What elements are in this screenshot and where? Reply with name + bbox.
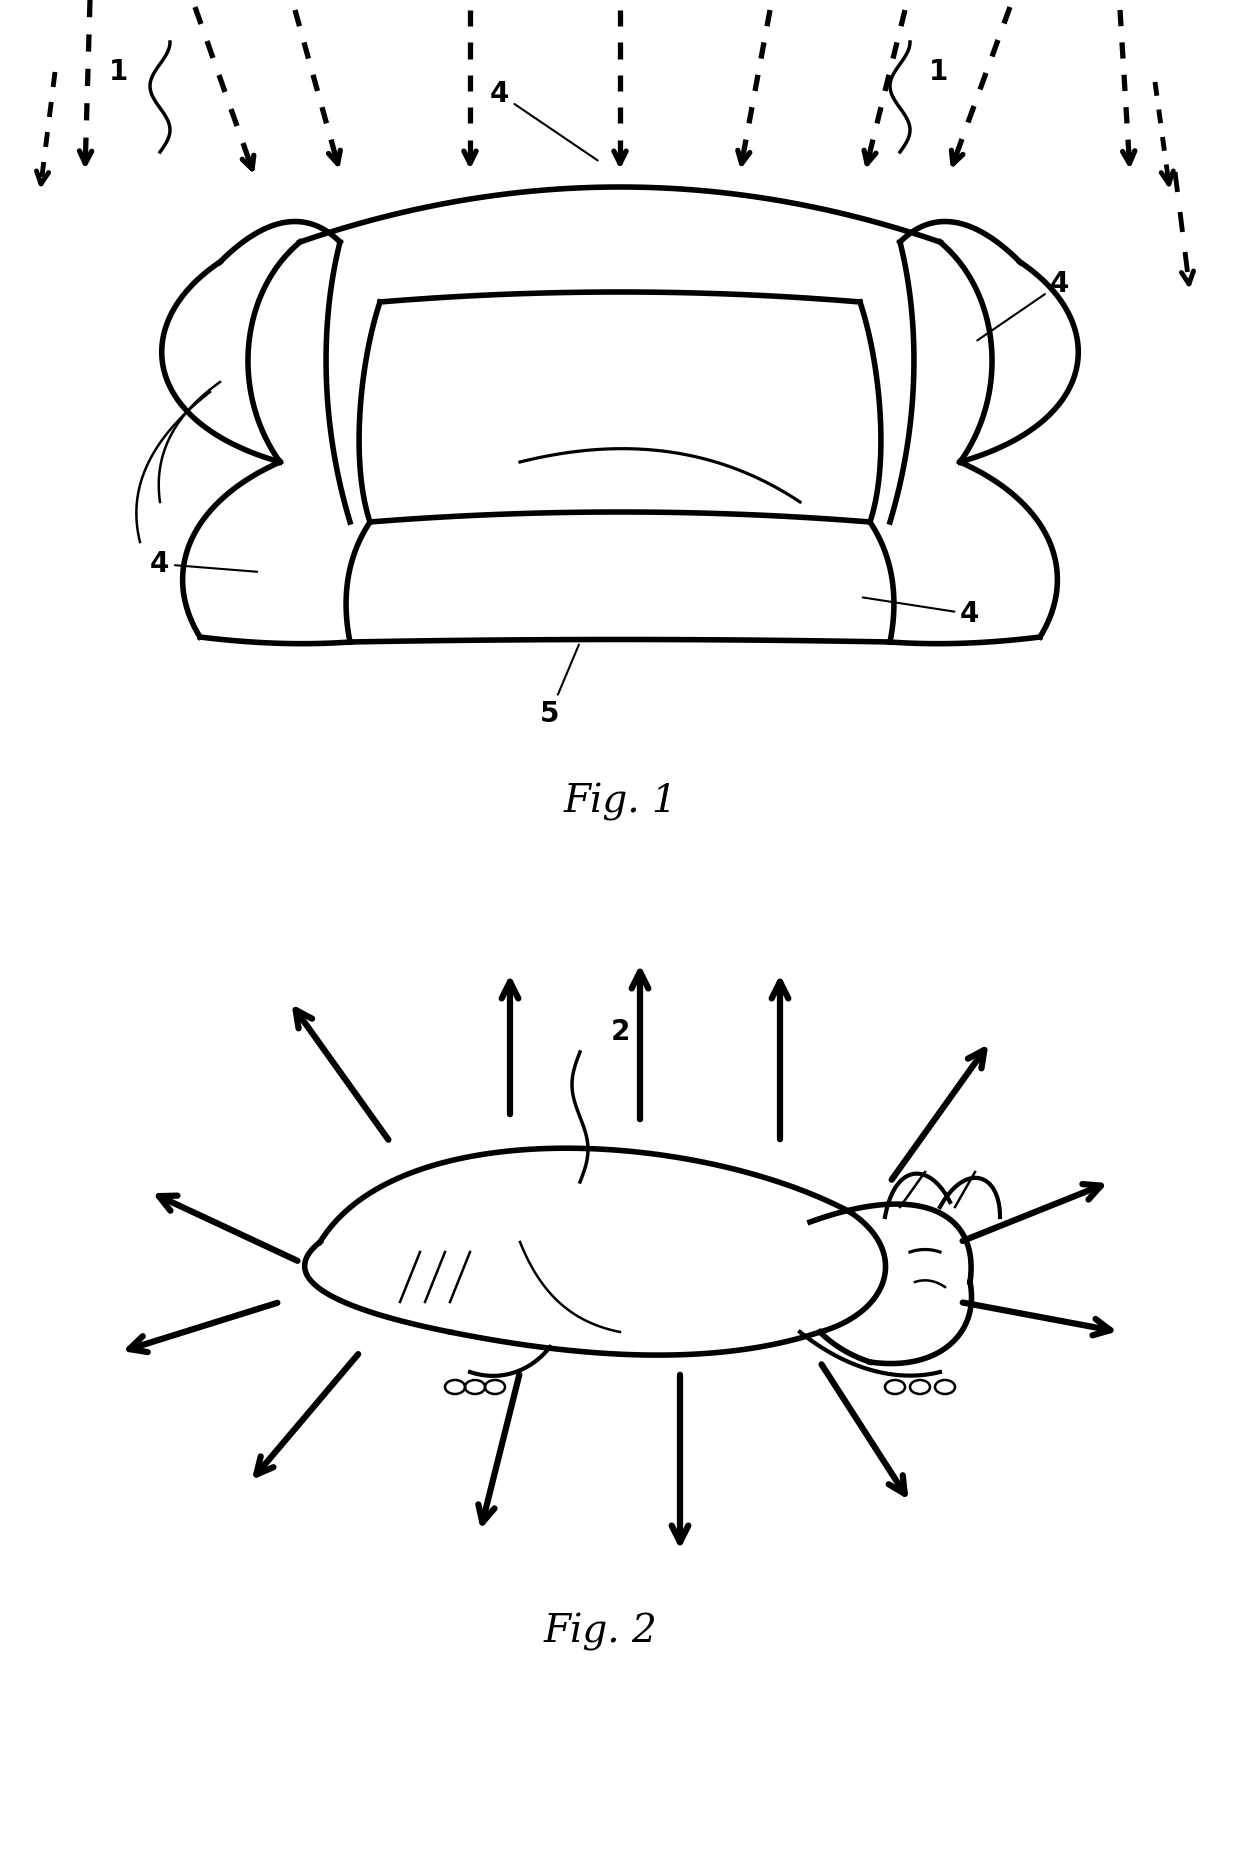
Text: 4: 4 [977, 270, 1069, 341]
Text: 5: 5 [539, 644, 579, 728]
Text: 4: 4 [150, 550, 257, 578]
Text: 1: 1 [929, 58, 947, 86]
Text: Fig. 1: Fig. 1 [563, 782, 677, 822]
Text: 2: 2 [610, 1018, 630, 1046]
Text: Fig. 2: Fig. 2 [543, 1614, 657, 1651]
Text: 4: 4 [490, 80, 598, 161]
Text: 4: 4 [863, 597, 980, 627]
Text: 1: 1 [108, 58, 128, 86]
